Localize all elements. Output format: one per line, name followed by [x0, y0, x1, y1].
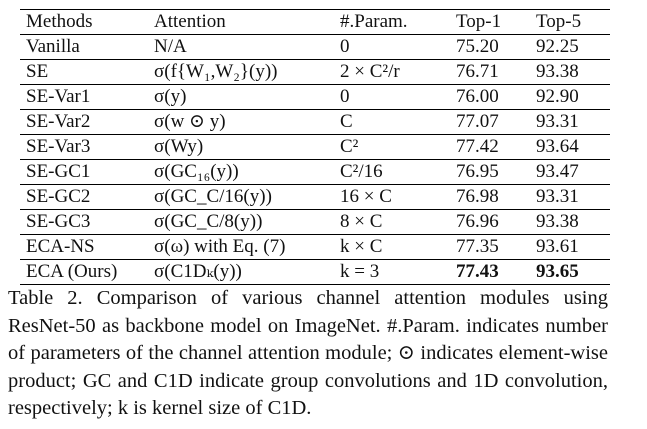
table-row: Vanilla N/A 0 75.20 92.25 — [20, 34, 610, 60]
param-cell: k = 3 — [334, 259, 450, 285]
results-table-container: Methods Attention #.Param. Top-1 Top-5 V… — [20, 9, 610, 285]
header-params: #.Param. — [334, 9, 450, 35]
param-cell: C — [334, 109, 450, 135]
table-row: SE-Var2 σ(w ⊙ y) C 77.07 93.31 — [20, 109, 610, 135]
table-group-1: Vanilla N/A 0 75.20 92.25 SE σ(f{W₁,W₂}(y)) 2 ×… — [20, 34, 610, 85]
top5-cell: 93.31 — [530, 184, 610, 210]
top5-cell: 93.64 — [530, 134, 610, 160]
top5-cell: 93.38 — [530, 59, 610, 85]
top5-cell: 93.31 — [530, 109, 610, 135]
top5-cell: 92.90 — [530, 84, 610, 110]
attention-cell: σ(ω) with Eq. (7) — [148, 234, 334, 260]
top5-cell: 93.38 — [530, 209, 610, 235]
param-cell: 0 — [334, 34, 450, 60]
param-cell: 2 × C²/r — [334, 59, 450, 85]
method-cell: SE — [20, 59, 148, 85]
table-group-2: SE-Var1 σ(y) 0 76.00 92.90 SE-Var2 σ(w ⊙ y) C 77… — [20, 84, 610, 160]
table-row: SE-GC1 σ(GC₁₆(y)) C²/16 76.95 93.47 — [20, 159, 610, 185]
table-header: Methods Attention #.Param. Top-1 Top-5 — [20, 9, 610, 35]
param-cell: 0 — [334, 84, 450, 110]
table-caption: Table 2. Comparison of various channel a… — [8, 285, 608, 423]
top5-cell: 92.25 — [530, 34, 610, 60]
method-cell: SE-Var3 — [20, 134, 148, 160]
results-table: Methods Attention #.Param. Top-1 Top-5 V… — [20, 9, 610, 285]
param-cell: 8 × C — [334, 209, 450, 235]
attention-cell: σ(C1Dₖ(y)) — [148, 259, 334, 285]
attention-cell: σ(GC₁₆(y)) — [148, 159, 334, 185]
top1-cell: 76.71 — [450, 59, 530, 85]
top5-cell: 93.47 — [530, 159, 610, 185]
table-group-3: SE-GC1 σ(GC₁₆(y)) C²/16 76.95 93.47 SE-GC2 σ(G… — [20, 159, 610, 235]
header-attention: Attention — [148, 9, 334, 35]
caption-text: Comparison of various channel attention … — [8, 287, 608, 419]
method-cell: SE-GC2 — [20, 184, 148, 210]
table-row: ECA (Ours) σ(C1Dₖ(y)) k = 3 77.43 93.65 — [20, 259, 610, 285]
top1-cell: 75.20 — [450, 34, 530, 60]
attention-cell: σ(y) — [148, 84, 334, 110]
header-top5: Top-5 — [530, 9, 610, 35]
method-cell: ECA (Ours) — [20, 259, 148, 285]
table-row: SE-GC3 σ(GC_C/8(y)) 8 × C 76.96 93.38 — [20, 209, 610, 235]
table-row: SE σ(f{W₁,W₂}(y)) 2 × C²/r 76.71 93.38 — [20, 59, 610, 85]
top1-cell: 77.07 — [450, 109, 530, 135]
method-cell: Vanilla — [20, 34, 148, 60]
top1-cell: 76.98 — [450, 184, 530, 210]
attention-cell: σ(GC_C/16(y)) — [148, 184, 334, 210]
method-cell: SE-GC3 — [20, 209, 148, 235]
top5-cell: 93.65 — [530, 259, 610, 285]
top1-cell: 77.43 — [450, 259, 530, 285]
top1-cell: 77.35 — [450, 234, 530, 260]
table-row: ECA-NS σ(ω) with Eq. (7) k × C 77.35 93.61 — [20, 234, 610, 260]
top5-cell: 93.61 — [530, 234, 610, 260]
attention-cell: σ(Wy) — [148, 134, 334, 160]
top1-cell: 77.42 — [450, 134, 530, 160]
attention-cell: N/A — [148, 34, 334, 60]
top1-cell: 76.96 — [450, 209, 530, 235]
param-cell: C²/16 — [334, 159, 450, 185]
attention-cell: σ(f{W₁,W₂}(y)) — [148, 59, 334, 85]
header-row: Methods Attention #.Param. Top-1 Top-5 — [20, 9, 610, 35]
attention-cell: σ(GC_C/8(y)) — [148, 209, 334, 235]
method-cell: SE-Var1 — [20, 84, 148, 110]
attention-cell: σ(w ⊙ y) — [148, 109, 334, 135]
param-cell: k × C — [334, 234, 450, 260]
param-cell: C² — [334, 134, 450, 160]
table-row: SE-Var1 σ(y) 0 76.00 92.90 — [20, 84, 610, 110]
caption-label: Table 2. — [8, 287, 83, 309]
header-methods: Methods — [20, 9, 148, 35]
table-row: SE-GC2 σ(GC_C/16(y)) 16 × C 76.98 93.31 — [20, 184, 610, 210]
method-cell: SE-Var2 — [20, 109, 148, 135]
header-top1: Top-1 — [450, 9, 530, 35]
table-group-4: ECA-NS σ(ω) with Eq. (7) k × C 77.35 93.61 EC… — [20, 234, 610, 285]
table-row: SE-Var3 σ(Wy) C² 77.42 93.64 — [20, 134, 610, 160]
method-cell: SE-GC1 — [20, 159, 148, 185]
top1-cell: 76.00 — [450, 84, 530, 110]
top1-cell: 76.95 — [450, 159, 530, 185]
method-cell: ECA-NS — [20, 234, 148, 260]
param-cell: 16 × C — [334, 184, 450, 210]
